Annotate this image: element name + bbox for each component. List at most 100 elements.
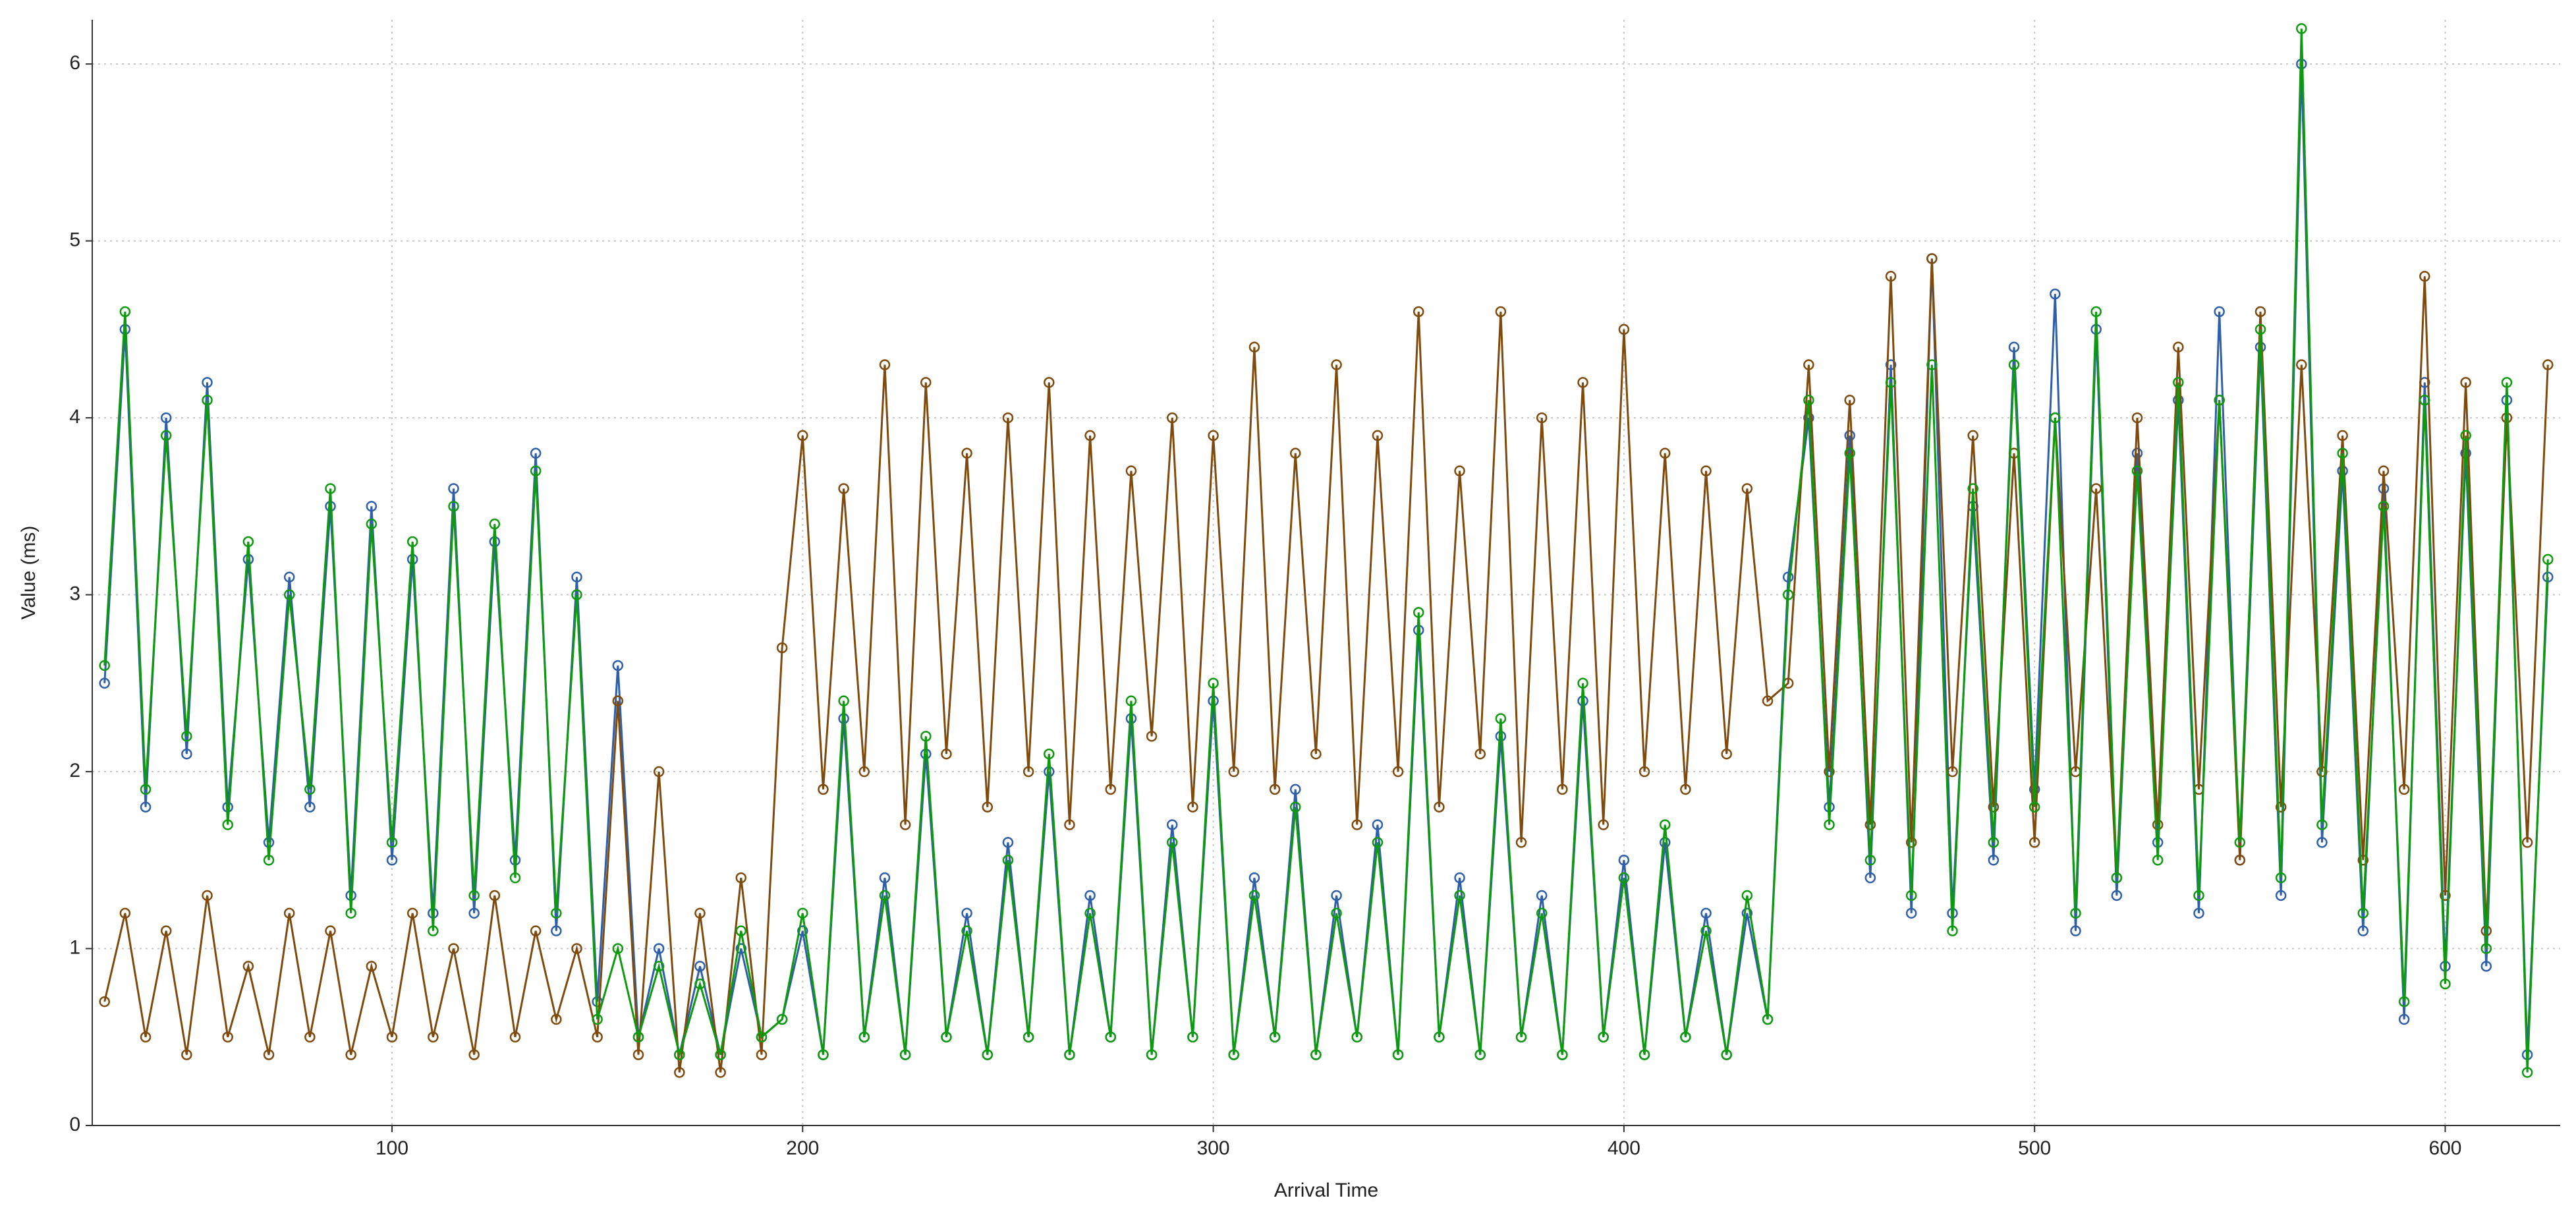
point	[1659, 837, 1671, 848]
point	[2090, 306, 2102, 318]
point	[1351, 1031, 1362, 1043]
point	[1022, 1031, 1034, 1043]
point	[1084, 907, 1096, 919]
point	[181, 1049, 192, 1060]
point	[694, 907, 706, 919]
point	[715, 1067, 726, 1078]
point	[1782, 589, 1794, 600]
point	[2480, 943, 2492, 954]
point	[2316, 819, 2328, 830]
point	[694, 961, 706, 972]
point	[632, 1049, 644, 1060]
point	[2131, 465, 2143, 476]
point	[674, 1067, 685, 1078]
point	[899, 819, 911, 830]
point	[2357, 907, 2369, 919]
point	[551, 925, 562, 936]
y-tick-label: 5	[69, 229, 80, 251]
point	[2050, 412, 2061, 424]
point	[509, 1031, 521, 1043]
point	[1167, 819, 1178, 830]
point	[838, 483, 849, 494]
point	[735, 925, 747, 936]
point	[448, 943, 459, 954]
point	[982, 1049, 994, 1060]
point	[1988, 855, 2000, 866]
point	[2460, 430, 2471, 442]
point	[1618, 872, 1630, 884]
point	[160, 430, 172, 442]
point	[612, 660, 624, 671]
point	[1967, 483, 1978, 494]
point	[2398, 996, 2410, 1008]
point	[1680, 1031, 1691, 1043]
point	[1515, 837, 1527, 848]
point	[1905, 890, 1917, 901]
point	[961, 925, 972, 936]
point	[530, 925, 542, 936]
point	[2152, 855, 2164, 866]
point	[406, 536, 418, 548]
point	[160, 925, 172, 936]
point	[1372, 819, 1384, 830]
point	[1084, 890, 1096, 901]
point	[1598, 1031, 1609, 1043]
point	[2111, 890, 2123, 901]
point	[1598, 819, 1609, 830]
point	[2193, 907, 2204, 919]
point	[2050, 288, 2061, 300]
y-tick-label: 0	[69, 1114, 80, 1135]
point	[119, 907, 131, 919]
point	[1536, 890, 1548, 901]
point	[1967, 430, 1978, 442]
point	[2029, 837, 2040, 848]
point	[140, 783, 152, 795]
point	[551, 907, 562, 919]
point	[571, 943, 582, 954]
point	[1105, 1031, 1117, 1043]
point	[715, 1049, 726, 1060]
point	[797, 430, 808, 442]
point	[2152, 819, 2164, 830]
point	[1536, 412, 1548, 424]
point	[2480, 961, 2492, 972]
point	[612, 695, 624, 706]
point	[2214, 394, 2225, 406]
point	[1454, 465, 1465, 476]
point	[386, 855, 398, 866]
point	[345, 1049, 356, 1060]
point	[2398, 783, 2410, 795]
point	[2131, 412, 2143, 424]
point	[406, 907, 418, 919]
point	[1290, 801, 1301, 812]
point	[202, 377, 213, 388]
point	[2337, 447, 2348, 459]
point	[2275, 872, 2287, 884]
y-tick-label: 6	[69, 52, 80, 74]
point	[632, 1031, 644, 1043]
point	[756, 1031, 768, 1043]
point	[1392, 766, 1404, 778]
point	[2275, 890, 2287, 901]
point	[428, 1031, 439, 1043]
point	[1905, 907, 1917, 919]
point	[242, 536, 254, 548]
point	[879, 872, 891, 884]
point	[242, 961, 254, 972]
point	[653, 943, 665, 954]
point	[1988, 801, 2000, 812]
point	[1721, 748, 1732, 760]
point	[2357, 925, 2369, 936]
point	[1248, 341, 1260, 353]
point	[1248, 872, 1260, 884]
point	[2193, 890, 2204, 901]
point	[1125, 465, 1137, 476]
point	[1434, 801, 1445, 812]
point	[1495, 306, 1507, 318]
point	[1044, 748, 1055, 760]
point	[1064, 819, 1075, 830]
point	[1084, 430, 1096, 442]
point	[1392, 1049, 1404, 1060]
point	[879, 890, 891, 901]
point	[2398, 1013, 2410, 1025]
